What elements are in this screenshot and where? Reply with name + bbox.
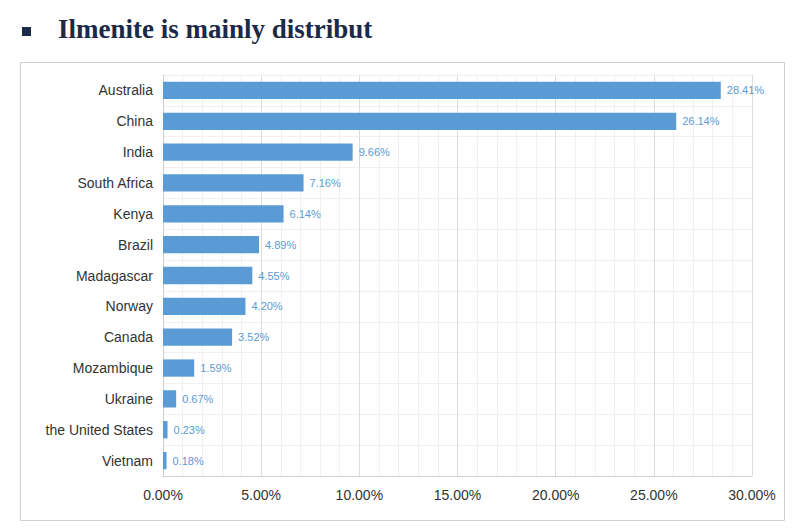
svg-text:28.41%: 28.41%: [727, 84, 765, 96]
svg-text:30.00%: 30.00%: [728, 487, 775, 503]
svg-text:1.59%: 1.59%: [200, 362, 231, 374]
svg-text:Vietnam: Vietnam: [102, 453, 153, 469]
svg-text:Mozambique: Mozambique: [73, 360, 153, 376]
svg-text:Madagascar: Madagascar: [76, 268, 153, 284]
svg-text:South Africa: South Africa: [78, 175, 154, 191]
svg-text:4.20%: 4.20%: [251, 300, 282, 312]
svg-text:5.00%: 5.00%: [241, 487, 281, 503]
svg-text:25.00%: 25.00%: [630, 487, 677, 503]
svg-text:0.23%: 0.23%: [174, 424, 205, 436]
svg-text:Kenya: Kenya: [113, 206, 153, 222]
svg-text:15.00%: 15.00%: [434, 487, 481, 503]
svg-text:0.67%: 0.67%: [182, 393, 213, 405]
svg-text:Ilmenite is mainly distribut: Ilmenite is mainly distribut: [58, 14, 372, 44]
svg-text:0.00%: 0.00%: [143, 487, 183, 503]
svg-text:20.00%: 20.00%: [532, 487, 579, 503]
svg-text:China: China: [116, 113, 153, 129]
svg-text:Canada: Canada: [104, 329, 153, 345]
svg-text:India: India: [123, 144, 154, 160]
svg-text:6.14%: 6.14%: [290, 208, 321, 220]
svg-text:4.55%: 4.55%: [258, 270, 289, 282]
svg-text:the United States: the United States: [46, 422, 153, 438]
svg-text:Norway: Norway: [106, 298, 153, 314]
svg-text:10.00%: 10.00%: [336, 487, 383, 503]
svg-text:7.16%: 7.16%: [310, 177, 341, 189]
svg-text:0.18%: 0.18%: [173, 455, 204, 467]
svg-text:26.14%: 26.14%: [682, 115, 720, 127]
svg-text:9.66%: 9.66%: [359, 146, 390, 158]
svg-text:Australia: Australia: [99, 82, 154, 98]
svg-text:Brazil: Brazil: [118, 237, 153, 253]
svg-text:3.52%: 3.52%: [238, 331, 269, 343]
svg-text:4.89%: 4.89%: [265, 239, 296, 251]
svg-text:Ukraine: Ukraine: [105, 391, 153, 407]
